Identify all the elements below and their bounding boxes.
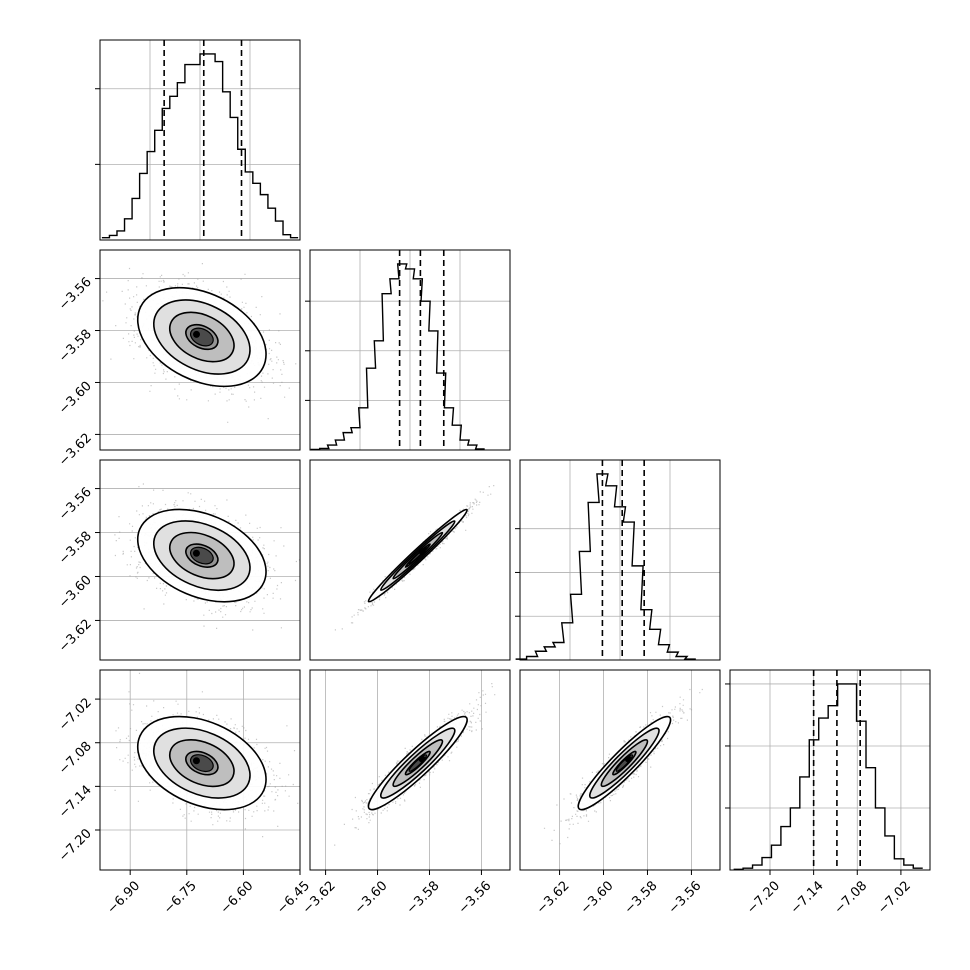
panel-plot-area — [100, 670, 300, 870]
density-peak — [624, 755, 632, 763]
x-tick-label: −7.08 — [832, 878, 871, 917]
y-tick-label: −3.60 — [56, 573, 95, 612]
axes-frame — [519, 669, 721, 871]
histogram-step-line — [733, 683, 923, 871]
density-peak — [192, 757, 200, 765]
panel-scatter-3-2: −3.62 −3.60 −3.58 −3.56 — [519, 669, 721, 917]
x-tick-label: −3.62 — [534, 878, 573, 917]
x-tick-label: −3.56 — [666, 878, 705, 917]
x-tick-label: −7.02 — [875, 878, 914, 917]
axes-frame — [309, 669, 511, 871]
y-tick-label: −3.62 — [56, 431, 95, 470]
panel-scatter-3-0: −6.90 −6.75 −6.60 −6.45−7.02−7.08−7.14−7.20 — [56, 669, 313, 917]
x-tick-label: −6.90 — [104, 878, 143, 917]
histogram-step-line — [101, 53, 299, 239]
axes-frame — [99, 669, 301, 871]
axes-frame — [309, 249, 511, 451]
panel-scatter-2-0: −3.56 −3.58 −3.60 −3.62 — [56, 459, 301, 661]
y-tick-label: −3.56 — [56, 485, 95, 524]
y-tick-label: −3.60 — [56, 379, 95, 418]
panel-histogram-2-2 — [515, 459, 721, 661]
y-tick-label: −7.02 — [56, 695, 95, 734]
panel-histogram-3-3: −7.20 −7.14 −7.08 −7.02 — [725, 669, 931, 917]
density-peak — [193, 330, 201, 338]
axes-frame — [99, 459, 301, 661]
axes-frame — [99, 249, 301, 451]
histogram-step-line — [310, 263, 485, 451]
density-peak — [418, 755, 426, 763]
x-tick-label: −7.14 — [788, 878, 827, 917]
y-tick-label: −7.14 — [56, 783, 95, 822]
x-tick-label: −7.20 — [744, 878, 783, 917]
panel-scatter-3-1: −3.62 −3.60 −3.58 −3.56 — [300, 669, 511, 917]
panel-plot-area — [543, 670, 703, 870]
panel-plot-area — [325, 670, 510, 870]
y-tick-label: −3.62 — [56, 617, 95, 656]
histogram-step-line — [515, 473, 696, 660]
y-tick-label: −7.08 — [56, 739, 95, 778]
x-tick-label: −3.60 — [578, 878, 617, 917]
panel-histogram-0-0 — [95, 39, 301, 241]
axes-frame — [519, 459, 721, 661]
axes-frame — [99, 39, 301, 241]
y-tick-label: −3.58 — [56, 529, 95, 568]
y-tick-label: −3.56 — [56, 275, 95, 314]
panel-scatter-1-0: −3.56 −3.58 −3.60 −3.62 — [56, 249, 301, 470]
y-tick-label: −3.58 — [56, 327, 95, 366]
x-tick-label: −3.58 — [622, 878, 661, 917]
y-tick-label: −7.20 — [56, 826, 95, 865]
x-tick-label: −6.75 — [161, 878, 200, 917]
panel-plot-area — [100, 483, 300, 631]
axes-frame — [729, 669, 931, 871]
x-tick-label: −6.60 — [218, 878, 257, 917]
panel-histogram-1-1 — [305, 249, 511, 451]
panel-scatter-2-1 — [309, 459, 511, 661]
density-peak — [418, 548, 426, 556]
x-tick-label: −3.58 — [404, 878, 443, 917]
panel-plot-area — [100, 263, 300, 435]
density-peak — [192, 549, 200, 557]
x-tick-label: −3.60 — [352, 878, 391, 917]
x-tick-label: −3.56 — [456, 878, 495, 917]
axes-frame — [309, 459, 511, 661]
panel-plot-area — [334, 485, 495, 631]
